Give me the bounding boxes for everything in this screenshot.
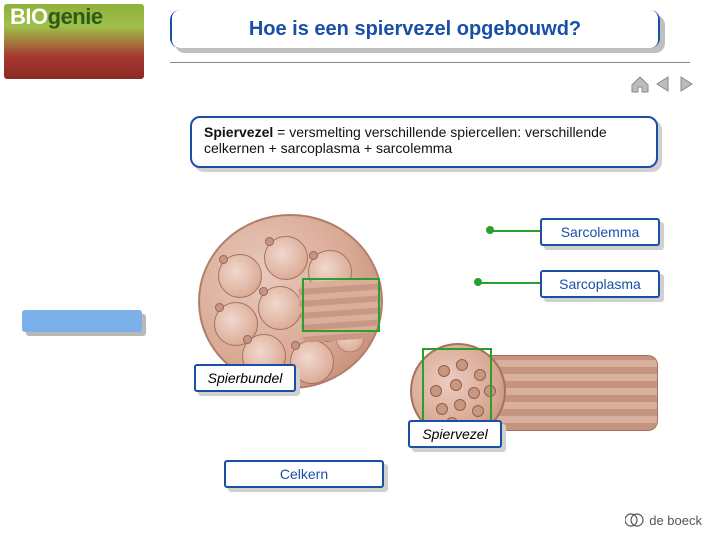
- label-text: Spiervezel: [422, 426, 487, 442]
- next-icon[interactable]: [676, 75, 696, 93]
- page-title-bar: Hoe is een spiervezel opgebouwd?: [170, 10, 660, 48]
- nav-controls: [630, 75, 696, 93]
- publisher-icon: [625, 510, 645, 530]
- label-text: Sarcolemma: [561, 224, 640, 240]
- sidebar-placeholder: [22, 310, 142, 332]
- logo-part1: BIO: [10, 4, 48, 29]
- logo-part2: genie: [48, 4, 103, 29]
- highlight-rect-bundle: [302, 278, 380, 332]
- label-sarcoplasma: Sarcoplasma: [540, 270, 660, 298]
- definition-term: Spiervezel: [204, 124, 273, 140]
- leader-endpoint: [486, 226, 494, 234]
- fiber-cross-section: [218, 254, 262, 298]
- brand-logo-text: BIOgenie: [10, 4, 103, 30]
- brand-logo: BIOgenie: [4, 4, 144, 79]
- page-title: Hoe is een spiervezel opgebouwd?: [172, 10, 658, 48]
- leader-line: [478, 282, 542, 284]
- fiber-cross-section: [264, 236, 308, 280]
- title-underline: [170, 62, 690, 63]
- fiber-cross-section: [290, 340, 334, 384]
- leader-endpoint: [474, 278, 482, 286]
- prev-icon[interactable]: [653, 75, 673, 93]
- label-spiervezel: Spiervezel: [408, 420, 502, 448]
- label-text: Spierbundel: [208, 370, 283, 386]
- publisher-name: de boeck: [649, 513, 702, 528]
- home-icon[interactable]: [630, 75, 650, 93]
- definition-box: Spiervezel = versmelting verschillende s…: [190, 116, 658, 168]
- leader-line: [490, 230, 542, 232]
- publisher-logo: de boeck: [625, 510, 702, 530]
- fiber-cross-section: [258, 286, 302, 330]
- label-text: Sarcoplasma: [559, 276, 641, 292]
- highlight-rect-fiber: [422, 348, 492, 430]
- label-sarcolemma: Sarcolemma: [540, 218, 660, 246]
- label-spierbundel: Spierbundel: [194, 364, 296, 392]
- label-celkern: Celkern: [224, 460, 384, 488]
- label-text: Celkern: [280, 466, 328, 482]
